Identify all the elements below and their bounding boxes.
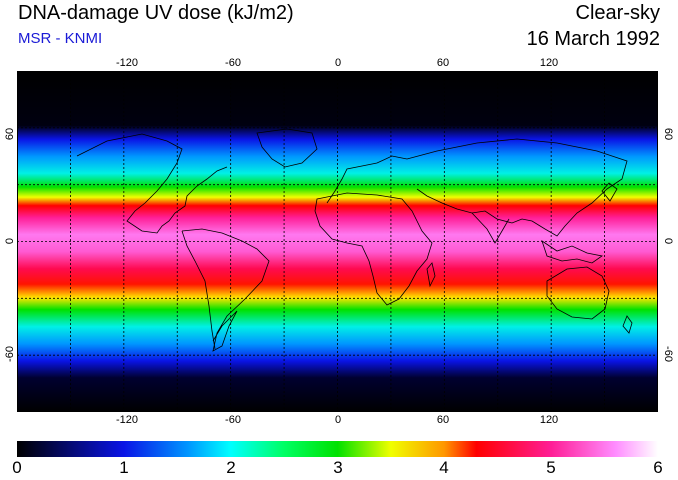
africa-coast (314, 192, 433, 306)
lon-tick-bottom: 60 (436, 414, 450, 426)
south-america-coast (181, 228, 270, 352)
lon-tick-bottom: 120 (539, 414, 559, 426)
map-title: DNA-damage UV dose (kJ/m2) (18, 2, 294, 24)
uv-dose-map (17, 71, 658, 412)
sky-condition-label: Clear-sky (575, 2, 660, 24)
south-america-west-coast (181, 230, 216, 350)
colorbar-gradient (17, 441, 658, 457)
colorbar-tick: 1 (119, 458, 129, 477)
lon-tick-top: 60 (436, 57, 450, 69)
madagascar-coast (426, 262, 436, 288)
lat-tick-right: -60 (662, 346, 674, 362)
australia-coast (546, 266, 610, 320)
colorbar-tick: 3 (333, 458, 343, 477)
lon-tick-bottom: 0 (334, 414, 342, 426)
greenland-coast (256, 128, 318, 168)
coastlines (76, 128, 633, 352)
lon-tick-bottom: -120 (115, 414, 139, 426)
source-label: MSR - KNMI (18, 30, 103, 47)
date-label: 16 March 1992 (526, 28, 660, 50)
lon-tick-top: -60 (225, 57, 241, 69)
india-coast (471, 212, 510, 244)
lat-tick-right: 60 (662, 127, 674, 141)
lon-tick-bottom: -60 (225, 414, 241, 426)
new-zealand-coast (622, 315, 633, 334)
map-frame (17, 71, 658, 412)
lat-tick-left: 0 (4, 237, 16, 245)
colorbar-tick: 2 (226, 458, 236, 477)
colorbar-tick: 6 (653, 458, 663, 477)
lon-tick-top: 0 (334, 57, 342, 69)
north-america-coast (76, 133, 228, 234)
lon-tick-top: 120 (539, 57, 559, 69)
lat-tick-right: 0 (662, 237, 674, 245)
europe-coast (326, 155, 408, 204)
lon-tick-top: -120 (115, 57, 139, 69)
southeast-asia-islands (541, 240, 603, 264)
colorbar (17, 441, 658, 457)
graticule (17, 71, 658, 412)
lat-tick-left: 60 (4, 127, 16, 141)
colorbar-tick: 5 (546, 458, 556, 477)
colorbar-tick: 0 (12, 458, 22, 477)
japan-coast (601, 182, 618, 202)
lat-tick-left: -60 (4, 346, 16, 362)
asia-coast (406, 138, 628, 237)
colorbar-tick: 4 (439, 458, 449, 477)
